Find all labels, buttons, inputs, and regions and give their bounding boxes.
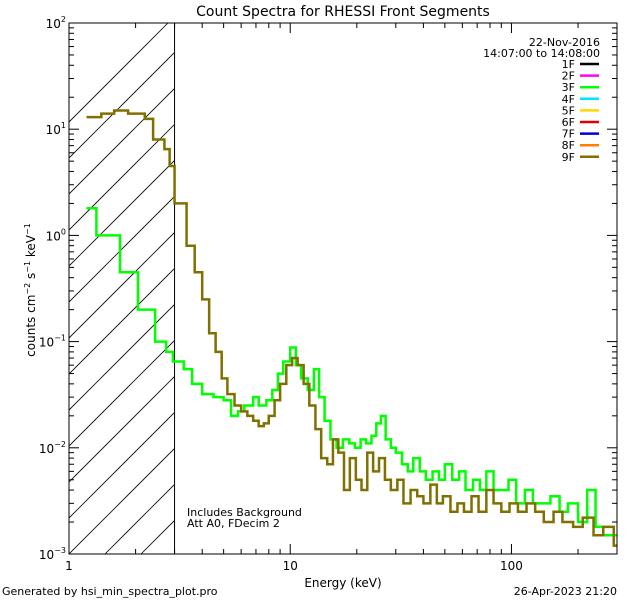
hatch-line [285,23,640,554]
x-tick-label: 100 [500,559,523,573]
annotation-attenuator: Att A0, FDecim 2 [187,517,280,530]
hatch-line [357,23,640,554]
legend-label: 4F [562,93,575,106]
legend-label: 9F [562,151,575,164]
legend-label: 8F [562,139,575,152]
y-tick-base: 10 [39,336,54,350]
y-tick-label: 10−3 [39,546,66,562]
y-tick-exponent: −3 [54,546,66,555]
y-tick-base: 10 [46,229,61,243]
hatch-line [429,23,640,554]
y-tick-exponent: 0 [61,227,66,236]
annotation-background: Includes Background [187,506,302,519]
hatch-line [69,87,175,195]
series-line-3F [86,207,617,537]
plot-frame [68,22,618,555]
hatch-line [537,23,640,554]
hatch-line [69,267,175,375]
x-tick-label: 10 [283,559,298,573]
y-tick-label: 100 [46,227,66,243]
y-label-exp3: −1 [23,223,32,235]
legend-label: 6F [562,116,575,129]
hatch-line [69,375,175,483]
hatch-line [69,159,175,267]
y-tick-exponent: −2 [54,440,66,449]
y-tick-label: 101 [46,121,66,137]
y-label-mid: s [24,273,38,283]
legend-label: 2F [562,70,575,83]
y-tick-base: 10 [39,548,54,562]
chart-title: Count Spectra for RHESSI Front Segments [196,4,490,20]
hatch-line [465,23,640,554]
hatch-line [69,195,175,303]
series-layer [86,109,617,547]
hatch-line [104,483,175,554]
legend-label: 3F [562,81,575,94]
hatch-line [69,303,175,411]
hatch-line [69,339,175,447]
legend-label: 7F [562,128,575,141]
series-line-9F [86,109,617,547]
y-tick-base: 10 [46,17,61,31]
y-tick-base: 10 [39,442,54,456]
generated-by: Generated by hsi_min_spectra_plot.pro [2,585,218,598]
hatch-line [393,23,640,554]
y-tick-exponent: 1 [61,121,66,130]
x-axis-label: Energy (keV) [304,576,381,590]
y-label-tail: keV [24,234,38,261]
y-tick-base: 10 [46,123,61,137]
y-label-exp1: −2 [23,283,32,295]
x-tick-label: 1 [65,559,73,573]
time-range-label: 14:07:00 to 14:08:00 [483,47,600,60]
legend-label: 5F [562,104,575,117]
y-tick-label: 10−2 [39,440,66,456]
x-tick-labels: 1 10 100 [65,559,523,573]
axis-ticks [68,22,618,555]
hatch-line [69,447,175,554]
hatch-line [69,231,175,339]
legend-label: 1F [562,58,575,71]
hatch-line [69,411,175,519]
y-label-base: counts cm [24,295,38,357]
hatched-region [69,23,640,554]
date-label: 22-Nov-2016 [529,36,600,49]
y-tick-label: 10−1 [39,334,66,350]
y-tick-exponent: −1 [54,334,66,343]
y-label-exp2: −1 [23,261,32,273]
y-tick-label: 102 [46,15,66,31]
timestamp: 26-Apr-2023 21:20 [514,585,617,598]
y-axis-label: counts cm−2 s−1 keV−1 [23,223,38,357]
y-tick-exponent: 2 [61,15,66,24]
hatch-line [321,23,640,554]
hatch-line [69,23,169,123]
